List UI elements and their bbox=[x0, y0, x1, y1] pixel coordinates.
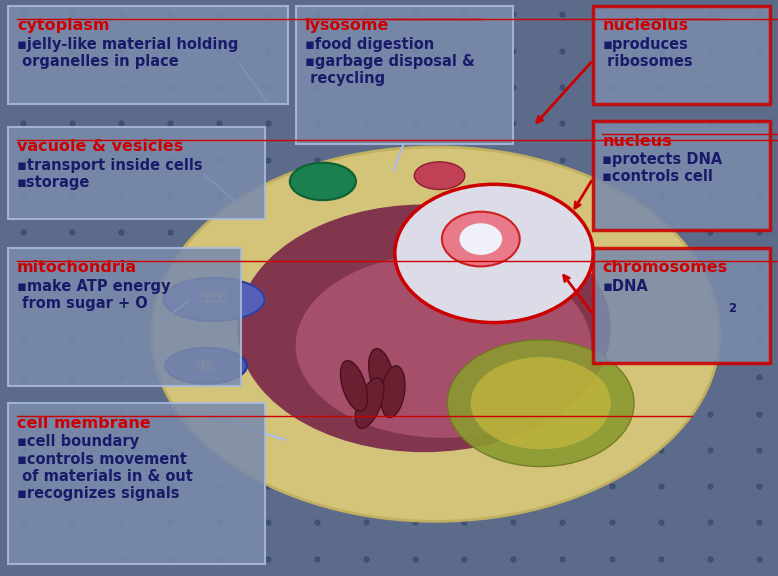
Text: nucleolus: nucleolus bbox=[602, 18, 689, 33]
Text: ᗑᗑᗑ: ᗑᗑᗑ bbox=[198, 359, 215, 369]
FancyBboxPatch shape bbox=[593, 6, 770, 104]
Ellipse shape bbox=[165, 348, 247, 384]
Text: ribosomes: ribosomes bbox=[602, 54, 692, 69]
Ellipse shape bbox=[237, 204, 611, 452]
Text: ▪cell boundary: ▪cell boundary bbox=[17, 434, 139, 449]
Text: chromosomes: chromosomes bbox=[602, 260, 727, 275]
Text: ▪controls cell: ▪controls cell bbox=[602, 169, 713, 184]
FancyBboxPatch shape bbox=[8, 127, 265, 219]
FancyBboxPatch shape bbox=[8, 403, 265, 564]
Text: ▪controls movement: ▪controls movement bbox=[17, 452, 187, 467]
Text: ▪protects DNA: ▪protects DNA bbox=[602, 152, 723, 167]
Ellipse shape bbox=[380, 366, 406, 417]
Ellipse shape bbox=[358, 377, 381, 429]
Text: ᗑᗑᗑᗑ: ᗑᗑᗑᗑ bbox=[201, 291, 227, 302]
Ellipse shape bbox=[471, 357, 611, 449]
Text: ▪recognizes signals: ▪recognizes signals bbox=[17, 486, 180, 501]
Text: ▪food digestion: ▪food digestion bbox=[305, 37, 434, 52]
Ellipse shape bbox=[395, 184, 593, 323]
Text: lysosome: lysosome bbox=[305, 18, 389, 33]
Ellipse shape bbox=[163, 278, 265, 321]
Text: ▪storage: ▪storage bbox=[17, 175, 90, 190]
Text: ▪garbage disposal &: ▪garbage disposal & bbox=[305, 54, 475, 69]
Ellipse shape bbox=[152, 147, 720, 521]
Text: from sugar + O: from sugar + O bbox=[17, 296, 148, 311]
Ellipse shape bbox=[296, 253, 591, 438]
Ellipse shape bbox=[289, 162, 356, 200]
Ellipse shape bbox=[338, 361, 370, 411]
Text: of materials in & out: of materials in & out bbox=[17, 469, 193, 484]
FancyBboxPatch shape bbox=[296, 6, 513, 144]
Ellipse shape bbox=[447, 340, 634, 467]
FancyBboxPatch shape bbox=[593, 248, 770, 363]
FancyBboxPatch shape bbox=[8, 6, 288, 104]
Text: mitochondria: mitochondria bbox=[17, 260, 137, 275]
Text: ▪produces: ▪produces bbox=[602, 37, 688, 52]
Text: 2: 2 bbox=[727, 302, 736, 315]
FancyBboxPatch shape bbox=[8, 248, 241, 386]
Text: ▪transport inside cells: ▪transport inside cells bbox=[17, 158, 203, 173]
Ellipse shape bbox=[414, 162, 464, 190]
Text: ▪jelly-like material holding: ▪jelly-like material holding bbox=[17, 37, 239, 52]
Ellipse shape bbox=[370, 348, 393, 400]
Text: ▪make ATP energy: ▪make ATP energy bbox=[17, 279, 170, 294]
Text: vacuole & vesicles: vacuole & vesicles bbox=[17, 139, 184, 154]
FancyBboxPatch shape bbox=[593, 121, 770, 230]
Text: organelles in place: organelles in place bbox=[17, 54, 179, 69]
Text: nucleus: nucleus bbox=[602, 134, 671, 149]
Text: ▪DNA: ▪DNA bbox=[602, 279, 648, 294]
Text: cell membrane: cell membrane bbox=[17, 416, 151, 431]
Ellipse shape bbox=[459, 223, 502, 255]
Text: cytoplasm: cytoplasm bbox=[17, 18, 110, 33]
Ellipse shape bbox=[442, 212, 520, 267]
Text: recycling: recycling bbox=[305, 71, 385, 86]
